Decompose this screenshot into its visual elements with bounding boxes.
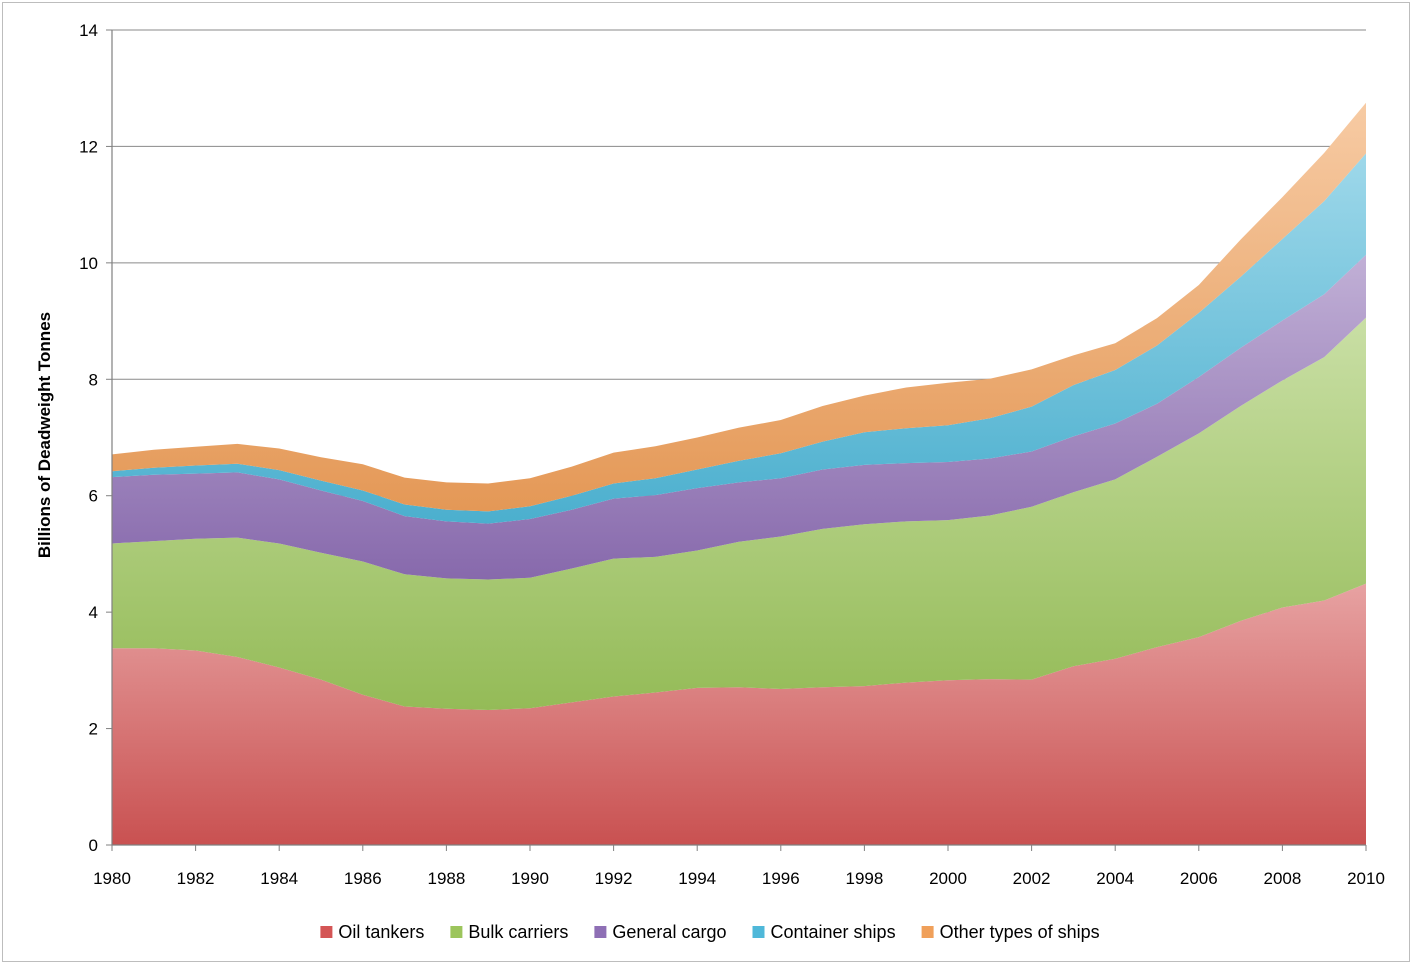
legend-swatch <box>594 926 607 938</box>
x-tick-label: 2002 <box>1013 869 1051 888</box>
x-tick-label: 1980 <box>93 869 131 888</box>
y-tick-label: 10 <box>79 254 98 273</box>
x-tick-label: 1988 <box>427 869 465 888</box>
legend-item-bulk-carriers: Bulk carriers <box>450 922 568 942</box>
area-oil-tankers <box>112 583 1366 845</box>
x-tick-label: 2004 <box>1096 869 1134 888</box>
legend-swatch <box>450 926 463 938</box>
area-bulk-carriers <box>112 317 1366 710</box>
x-tick-label: 1994 <box>678 869 716 888</box>
x-tick-label: 1992 <box>595 869 633 888</box>
y-axis-ticks: 0 2 4 6 8 10 12 14 <box>79 21 112 855</box>
x-axis-ticks: 1980 1982 1984 1986 1988 1990 1992 1994 1996 1998… <box>93 845 1385 888</box>
legend: Oil tankers Bulk carriers General cargo Con… <box>320 922 1100 942</box>
legend-label: Oil tankers <box>338 922 424 942</box>
legend-swatch <box>320 926 333 938</box>
legend-label: Bulk carriers <box>468 922 568 942</box>
axes <box>111 30 1366 846</box>
y-tick-label: 6 <box>89 487 98 506</box>
y-axis-title: Billions of Deadweight Tonnes <box>35 312 54 558</box>
area-other-types-of-ships <box>112 102 1366 512</box>
x-tick-label: 1998 <box>845 869 883 888</box>
x-tick-label: 2008 <box>1263 869 1301 888</box>
legend-item-general-cargo: General cargo <box>594 922 726 942</box>
legend-label: Other types of ships <box>940 922 1100 942</box>
area-general-cargo <box>112 254 1366 580</box>
y-tick-label: 8 <box>89 370 98 389</box>
x-tick-label: 1996 <box>762 869 800 888</box>
legend-swatch <box>921 926 934 938</box>
y-tick-label: 14 <box>79 21 98 40</box>
x-tick-label: 2000 <box>929 869 967 888</box>
legend-item-other-types-of-ships: Other types of ships <box>921 922 1100 942</box>
legend-swatch <box>752 926 765 938</box>
x-tick-label: 1990 <box>511 869 549 888</box>
x-tick-label: 1984 <box>260 869 298 888</box>
area-container-ships <box>112 153 1366 524</box>
legend-label: Container ships <box>771 922 896 942</box>
legend-label: General cargo <box>612 922 726 942</box>
y-tick-label: 2 <box>89 720 98 739</box>
legend-item-oil-tankers: Oil tankers <box>320 922 424 942</box>
x-tick-label: 2010 <box>1347 869 1385 888</box>
legend-item-container-ships: Container ships <box>752 922 896 942</box>
area-series-group <box>112 102 1366 845</box>
y-tick-label: 12 <box>79 137 98 156</box>
y-tick-label: 0 <box>89 836 98 855</box>
x-tick-label: 1982 <box>177 869 215 888</box>
x-tick-label: 2006 <box>1180 869 1218 888</box>
x-tick-label: 1986 <box>344 869 382 888</box>
y-tick-label: 4 <box>89 603 98 622</box>
